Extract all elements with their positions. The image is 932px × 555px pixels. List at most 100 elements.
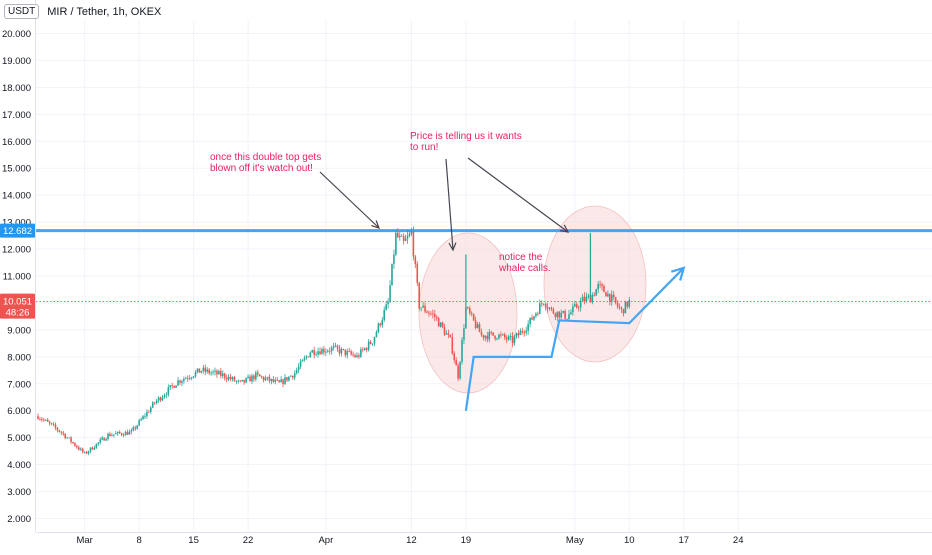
candle-body	[309, 352, 312, 358]
double-top-arrow	[319, 171, 380, 229]
candle-body	[43, 419, 45, 421]
candle-body	[574, 304, 576, 307]
candle-body	[91, 447, 94, 450]
candle-body	[502, 334, 504, 336]
candle-body	[122, 434, 125, 436]
candle-body	[297, 366, 300, 371]
candle-body	[204, 367, 207, 372]
candle-body	[539, 303, 541, 314]
level-price-badge	[0, 223, 35, 238]
annotation-whale-calls: whale calls.	[498, 263, 551, 274]
candle-body	[134, 427, 137, 429]
candle-body	[130, 430, 133, 432]
candle-body	[202, 367, 205, 371]
candle-body	[445, 333, 448, 335]
candle-body	[443, 327, 446, 335]
price-tick-label: 15.000	[2, 164, 31, 175]
candle-body	[85, 451, 88, 454]
candle-body	[542, 303, 545, 305]
candle-body	[346, 351, 349, 356]
time-tick-label: 15	[188, 535, 199, 546]
candle-body	[50, 423, 53, 425]
time-tick-label: 8	[136, 535, 141, 546]
candle-body	[533, 316, 535, 320]
candle-body	[453, 353, 456, 360]
candle-body	[340, 348, 343, 354]
candle-body	[284, 377, 286, 385]
candle-body	[338, 348, 341, 354]
spike-arrow	[445, 158, 454, 251]
candle-body	[457, 365, 459, 379]
candle-body	[39, 418, 41, 420]
candle-body	[486, 335, 489, 340]
candle-body	[484, 335, 487, 338]
candle-body	[552, 309, 555, 314]
time-tick-label: 24	[733, 535, 744, 546]
price-tick-label: 17.000	[2, 110, 31, 121]
candle-body	[570, 312, 572, 315]
candle-body	[550, 307, 553, 310]
candle-body	[319, 351, 321, 355]
candle-body	[179, 380, 181, 383]
candle-body	[558, 311, 561, 318]
candle-body	[595, 289, 598, 296]
candle-body	[255, 372, 257, 380]
candle-body	[482, 334, 485, 338]
candle-body	[276, 379, 279, 381]
candle-body	[449, 334, 452, 337]
candle-body	[266, 376, 269, 379]
candle-body	[206, 369, 209, 372]
candle-body	[97, 442, 100, 444]
price-tick-label: 20.000	[2, 29, 31, 40]
candle-body	[494, 335, 496, 339]
candle-body	[175, 385, 177, 388]
candle-body	[381, 319, 384, 326]
candle-body	[70, 437, 72, 443]
candle-body	[60, 431, 63, 433]
candle-body	[159, 397, 162, 401]
candle-body	[103, 437, 105, 441]
candle-body	[142, 416, 144, 420]
price-tick-label: 11.000	[3, 272, 31, 283]
spike-arrow-head	[448, 242, 457, 252]
currency-badge[interactable]: USDT	[4, 4, 40, 19]
candle-body	[245, 378, 247, 383]
candle-body	[120, 433, 123, 435]
candle-body	[54, 424, 57, 428]
price-tick-label: 14.000	[2, 191, 31, 202]
candle-body	[395, 232, 397, 255]
symbol-title[interactable]: MIR / Tether, 1h, OKEX	[47, 5, 162, 18]
candle-body	[173, 385, 175, 388]
candle-body	[560, 312, 563, 318]
candle-body	[188, 378, 191, 379]
candle-body	[523, 332, 526, 334]
candle-body	[212, 371, 214, 373]
candle-body	[540, 303, 543, 305]
candle-body	[105, 438, 107, 441]
candle-body	[148, 411, 150, 413]
time-axis: Mar 8 15 22 Apr 12 19 May 10 17 24	[36, 532, 932, 546]
candle-body	[167, 387, 170, 395]
candle-body	[323, 348, 325, 353]
candle-body	[548, 307, 551, 309]
candle-body	[406, 235, 409, 239]
horizontal-level-line	[36, 229, 932, 302]
candle-body	[150, 407, 152, 412]
candle-body	[461, 339, 463, 363]
candle-body	[463, 328, 465, 340]
candle-body	[126, 431, 129, 435]
candle-body	[272, 378, 275, 382]
candle-body	[509, 336, 512, 337]
candle-body	[575, 304, 578, 308]
candle-body	[480, 332, 483, 335]
candle-body	[342, 348, 345, 350]
candle-body	[365, 348, 368, 350]
candle-body	[274, 379, 277, 382]
candle-body	[432, 313, 434, 315]
candle-body	[286, 377, 288, 381]
candle-body	[181, 381, 183, 383]
candle-body	[404, 238, 407, 241]
